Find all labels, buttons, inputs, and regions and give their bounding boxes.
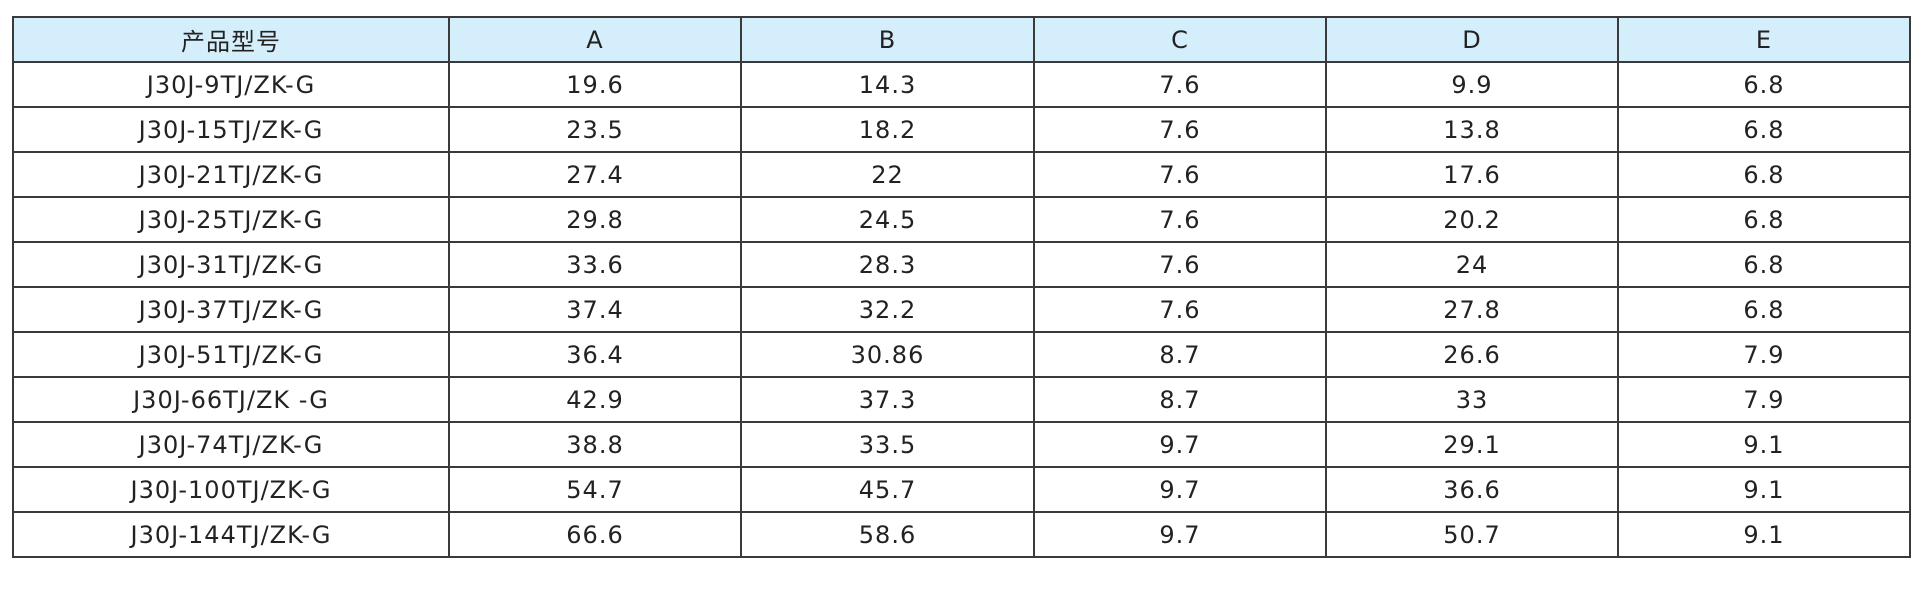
table-row: J30J-74TJ/ZK-G 38.8 33.5 9.7 29.1 9.1 [12, 421, 1911, 468]
value-cell: 24 [1325, 241, 1619, 288]
value-cell: 27.4 [448, 151, 742, 198]
value-cell: 7.6 [1033, 241, 1327, 288]
header-cell: E [1617, 16, 1911, 63]
value-cell: 7.9 [1617, 376, 1911, 423]
value-cell: 6.8 [1617, 196, 1911, 243]
model-cell: J30J-15TJ/ZK-G [12, 106, 450, 153]
value-cell: 29.8 [448, 196, 742, 243]
value-cell: 42.9 [448, 376, 742, 423]
value-cell: 37.4 [448, 286, 742, 333]
value-cell: 32.2 [740, 286, 1035, 333]
value-cell: 14.3 [740, 61, 1035, 108]
table-row: J30J-66TJ/ZK -G 42.9 37.3 8.7 33 7.9 [12, 376, 1911, 423]
value-cell: 23.5 [448, 106, 742, 153]
table-row: J30J-31TJ/ZK-G 33.6 28.3 7.6 24 6.8 [12, 241, 1911, 288]
value-cell: 29.1 [1325, 421, 1619, 468]
table-row: J30J-25TJ/ZK-G 29.8 24.5 7.6 20.2 6.8 [12, 196, 1911, 243]
value-cell: 6.8 [1617, 61, 1911, 108]
spec-table: 产品型号 A B C D E J30J-9TJ/ZK-G 19.6 14.3 7.6 9.9 6.8… [12, 16, 1911, 558]
value-cell: 7.6 [1033, 196, 1327, 243]
value-cell: 8.7 [1033, 376, 1327, 423]
value-cell: 54.7 [448, 466, 742, 513]
value-cell: 33.6 [448, 241, 742, 288]
value-cell: 7.6 [1033, 61, 1327, 108]
model-cell: J30J-66TJ/ZK -G [12, 376, 450, 423]
value-cell: 9.1 [1617, 511, 1911, 558]
value-cell: 17.6 [1325, 151, 1619, 198]
value-cell: 36.6 [1325, 466, 1619, 513]
table-row: J30J-37TJ/ZK-G 37.4 32.2 7.6 27.8 6.8 [12, 286, 1911, 333]
value-cell: 9.7 [1033, 421, 1327, 468]
value-cell: 33 [1325, 376, 1619, 423]
model-cell: J30J-37TJ/ZK-G [12, 286, 450, 333]
table-row: J30J-100TJ/ZK-G 54.7 45.7 9.7 36.6 9.1 [12, 466, 1911, 513]
header-cell: 产品型号 [12, 16, 450, 63]
value-cell: 6.8 [1617, 106, 1911, 153]
header-cell: D [1325, 16, 1619, 63]
value-cell: 58.6 [740, 511, 1035, 558]
value-cell: 37.3 [740, 376, 1035, 423]
value-cell: 33.5 [740, 421, 1035, 468]
value-cell: 7.6 [1033, 151, 1327, 198]
value-cell: 27.8 [1325, 286, 1619, 333]
value-cell: 36.4 [448, 331, 742, 378]
value-cell: 9.1 [1617, 466, 1911, 513]
model-cell: J30J-31TJ/ZK-G [12, 241, 450, 288]
value-cell: 50.7 [1325, 511, 1619, 558]
model-cell: J30J-21TJ/ZK-G [12, 151, 450, 198]
value-cell: 19.6 [448, 61, 742, 108]
value-cell: 18.2 [740, 106, 1035, 153]
value-cell: 9.7 [1033, 511, 1327, 558]
value-cell: 9.9 [1325, 61, 1619, 108]
value-cell: 6.8 [1617, 241, 1911, 288]
model-cell: J30J-100TJ/ZK-G [12, 466, 450, 513]
table-body: J30J-9TJ/ZK-G 19.6 14.3 7.6 9.9 6.8 J30J-15TJ/… [12, 61, 1911, 558]
value-cell: 9.7 [1033, 466, 1327, 513]
header-cell: C [1033, 16, 1327, 63]
value-cell: 7.6 [1033, 106, 1327, 153]
value-cell: 24.5 [740, 196, 1035, 243]
header-cell: B [740, 16, 1035, 63]
value-cell: 45.7 [740, 466, 1035, 513]
value-cell: 6.8 [1617, 286, 1911, 333]
model-cell: J30J-74TJ/ZK-G [12, 421, 450, 468]
value-cell: 13.8 [1325, 106, 1619, 153]
model-cell: J30J-25TJ/ZK-G [12, 196, 450, 243]
table-row: J30J-51TJ/ZK-G 36.4 30.86 8.7 26.6 7.9 [12, 331, 1911, 378]
table-row: J30J-144TJ/ZK-G 66.6 58.6 9.7 50.7 9.1 [12, 511, 1911, 558]
table-row: J30J-15TJ/ZK-G 23.5 18.2 7.6 13.8 6.8 [12, 106, 1911, 153]
value-cell: 8.7 [1033, 331, 1327, 378]
value-cell: 30.86 [740, 331, 1035, 378]
model-cell: J30J-9TJ/ZK-G [12, 61, 450, 108]
header-cell: A [448, 16, 742, 63]
table-row: J30J-21TJ/ZK-G 27.4 22 7.6 17.6 6.8 [12, 151, 1911, 198]
model-cell: J30J-51TJ/ZK-G [12, 331, 450, 378]
header-row: 产品型号 A B C D E [12, 16, 1911, 63]
value-cell: 9.1 [1617, 421, 1911, 468]
value-cell: 38.8 [448, 421, 742, 468]
value-cell: 22 [740, 151, 1035, 198]
model-cell: J30J-144TJ/ZK-G [12, 511, 450, 558]
value-cell: 6.8 [1617, 151, 1911, 198]
value-cell: 26.6 [1325, 331, 1619, 378]
table-row: J30J-9TJ/ZK-G 19.6 14.3 7.6 9.9 6.8 [12, 61, 1911, 108]
value-cell: 66.6 [448, 511, 742, 558]
value-cell: 28.3 [740, 241, 1035, 288]
value-cell: 7.9 [1617, 331, 1911, 378]
value-cell: 20.2 [1325, 196, 1619, 243]
value-cell: 7.6 [1033, 286, 1327, 333]
